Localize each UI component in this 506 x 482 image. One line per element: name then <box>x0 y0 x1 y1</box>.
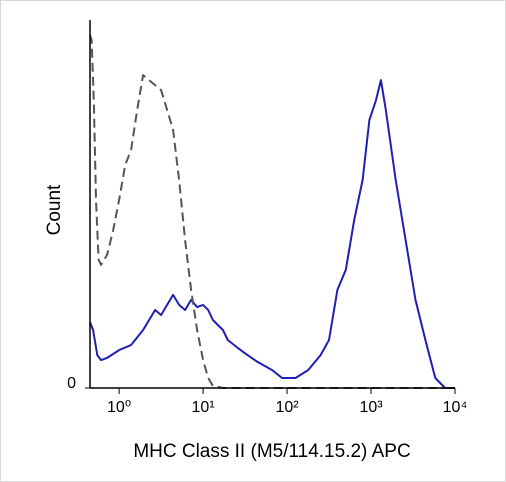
series-line <box>89 79 455 389</box>
x-tick-label: 10² <box>275 399 299 416</box>
y-axis-title: Count <box>44 184 65 235</box>
y-tick-label: 0 <box>67 375 76 392</box>
x-tick-label: 10⁰ <box>107 399 131 416</box>
x-tick-label: 10¹ <box>192 399 215 416</box>
x-axis-title: MHC Class II (M5/114.15.2) APC <box>133 441 410 462</box>
x-tick-label: 10³ <box>359 399 383 416</box>
x-tick-label: 10⁴ <box>443 399 468 416</box>
series-line <box>89 34 455 389</box>
